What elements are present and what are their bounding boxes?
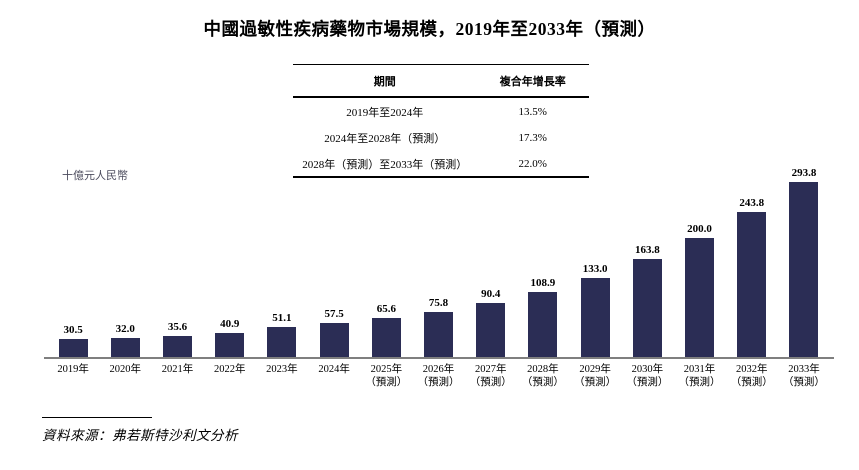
x-axis-label-year: 2028年: [527, 364, 559, 375]
bar-2026年: [424, 311, 454, 357]
bar-value-label: 163.8: [634, 244, 660, 257]
cagr-table-row: 2024年至2028年（預測） 17.3%: [293, 124, 589, 150]
bar-2019年: [58, 338, 88, 357]
x-axis-label-forecast: （預測）: [782, 377, 825, 388]
x-axis-label: 2024年: [318, 364, 350, 375]
bar-2023年: [267, 326, 297, 357]
x-axis-label-forecast: （預測）: [574, 377, 617, 388]
x-axis-label-forecast: （預測）: [469, 377, 512, 388]
x-axis-line: [44, 357, 834, 359]
cagr-value-cell: 17.3%: [518, 132, 547, 144]
bar-value-label: 30.5: [63, 323, 83, 336]
bar-chart-plot-area: 30.5 32.0 35.6 40.9 51.1 57.5 65.6 75.8 90.4 108.…: [47, 157, 830, 357]
x-axis-label-year: 2033年: [788, 364, 820, 375]
bar-group: 30.5: [47, 157, 99, 357]
bar-value-label: 57.5: [324, 307, 344, 320]
bar-value-label: 90.4: [481, 288, 501, 301]
bar-group: 35.6: [151, 157, 203, 357]
cagr-table-row: 2019年至2024年 13.5%: [293, 97, 589, 124]
bar-2027年: [476, 303, 506, 357]
x-axis-label-year: 2032年: [735, 364, 768, 375]
x-axis-label-forecast: （預測）: [521, 377, 564, 388]
x-axis-label-forecast: （預測）: [730, 377, 773, 388]
bar-value-label: 293.8: [791, 167, 817, 179]
x-axis-label: 2031年 （預測）: [673, 363, 725, 389]
x-axis-label: 2023年: [266, 364, 298, 375]
bar-value-label: 51.1: [272, 311, 292, 324]
cagr-period-cell: 2028年（預測）至2033年（預測）: [302, 159, 468, 171]
bar-value-label: 133.0: [582, 262, 608, 275]
bar-2033年: [789, 182, 819, 357]
x-axis-label: 2029年 （預測）: [569, 363, 621, 389]
bar-group: 57.5: [308, 157, 360, 357]
bar-value-label: 65.6: [376, 302, 396, 315]
bar-group: 90.4: [465, 157, 517, 357]
x-axis-label: 2030年 （預測）: [621, 363, 673, 389]
cagr-table: 期間 複合年增長率 2019年至2024年 13.5% 2024年至2028年（預測…: [293, 64, 589, 178]
x-axis-label: 2021年: [161, 364, 194, 375]
x-axis-label-year: 2025年: [370, 364, 403, 375]
x-axis-label-year: 2031年: [683, 364, 716, 375]
bar-2020年: [110, 337, 140, 357]
x-axis-label-forecast: （預測）: [417, 377, 460, 388]
x-axis-label-year: 2027年: [474, 364, 507, 375]
x-axis-label: 2020年: [109, 364, 142, 375]
bar-2031年: [685, 237, 715, 357]
cagr-value-cell: 13.5%: [518, 106, 547, 118]
bar-2022年: [215, 332, 245, 357]
x-axis-label: 2026年 （預測）: [412, 363, 464, 389]
x-axis-label: 2022年: [213, 364, 246, 375]
cagr-table-header-cagr: 複合年增長率: [476, 64, 589, 98]
x-axis-label: 2019年: [57, 364, 89, 375]
x-axis-labels: 2019年 2020年 2021年 2022年 2023年 2024年 2025年 （預測） 2…: [47, 363, 830, 389]
bar-group: 75.8: [412, 157, 464, 357]
bar-2024年: [319, 322, 349, 357]
bar-2030年: [632, 259, 662, 357]
bar-2029年: [580, 277, 610, 357]
y-axis-unit-label: 十億元人民幣: [62, 170, 128, 182]
bar-group: 243.8: [726, 157, 778, 357]
source-divider: [42, 417, 152, 418]
bar-value-label: 32.0: [115, 322, 135, 335]
bar-2028年: [528, 292, 558, 357]
cagr-table-row: 2028年（預測）至2033年（預測） 22.0%: [293, 150, 589, 177]
x-axis-label: 2028年 （預測）: [517, 363, 569, 389]
bar-value-label: 40.9: [220, 317, 240, 330]
cagr-period-cell: 2024年至2028年（預測）: [324, 133, 446, 145]
bar-group: 200.0: [673, 157, 725, 357]
x-axis-label-year: 2029年: [579, 364, 611, 375]
cagr-table-header-period: 期間: [293, 64, 477, 98]
bar-value-label: 108.9: [530, 277, 556, 290]
bar-group: 32.0: [99, 157, 151, 357]
bar-group: 40.9: [204, 157, 256, 357]
bar-group: 108.9: [517, 157, 569, 357]
bar-value-label: 243.8: [739, 196, 765, 209]
source-note: 資料來源：弗若斯特沙利文分析: [42, 428, 238, 443]
bar-2025年: [371, 317, 401, 357]
x-axis-label: 2032年 （預測）: [726, 363, 778, 389]
cagr-value-cell: 22.0%: [518, 158, 547, 170]
x-axis-label-forecast: （預測）: [678, 377, 721, 388]
x-axis-label: 2033年 （預測）: [778, 363, 830, 389]
x-axis-label-year: 2026年: [422, 364, 455, 375]
x-axis-label-forecast: （預測）: [365, 377, 408, 388]
chart-title: 中國過敏性疾病藥物市場規模，2019年至2033年（預測）: [203, 19, 656, 39]
bar-group: 51.1: [256, 157, 308, 357]
bar-2032年: [737, 211, 767, 357]
bar-2021年: [163, 335, 192, 357]
bar-group: 163.8: [621, 157, 673, 357]
bar-value-label: 75.8: [428, 296, 449, 309]
bar-value-label: 200.0: [687, 222, 712, 235]
x-axis-label-year: 2030年: [631, 364, 664, 375]
cagr-period-cell: 2019年至2024年: [346, 107, 424, 119]
bar-value-label: 35.6: [167, 320, 188, 333]
cagr-table-header-row: 期間 複合年增長率: [293, 64, 589, 98]
bar-group: 133.0: [569, 157, 621, 357]
x-axis-label: 2025年 （預測）: [360, 363, 412, 389]
x-axis-label-forecast: （預測）: [626, 377, 669, 388]
x-axis-label: 2027年 （預測）: [465, 363, 517, 389]
bar-group: 65.6: [360, 157, 412, 357]
bar-group: 293.8: [778, 157, 830, 357]
